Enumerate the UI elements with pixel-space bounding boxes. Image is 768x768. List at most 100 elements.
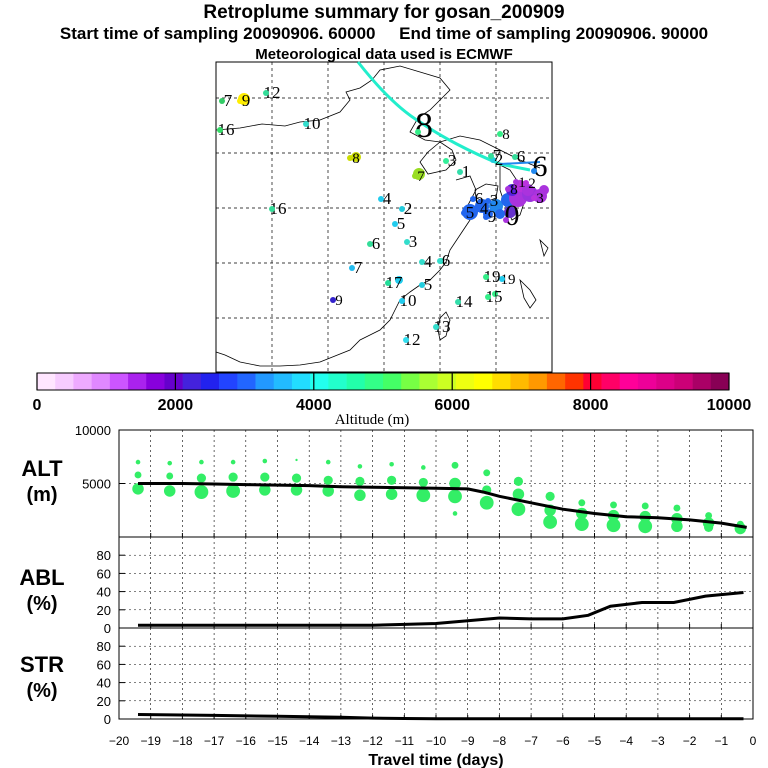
colorbar-cell [619,373,639,390]
alt-scatter-point [511,502,526,517]
y-tick-label: 20 [97,694,111,709]
map-day-label: 15 [486,287,503,306]
colorbar-tick-label: 2000 [158,397,194,414]
alt-scatter-point [260,472,270,482]
map-day-dot [385,280,391,286]
colorbar-cell [455,373,475,390]
map-cluster-dot [462,204,478,220]
x-tick-label: −7 [524,734,538,748]
map-day-dot [415,129,421,135]
map-day-label: 3 [490,191,499,210]
map-day-label: 17 [386,273,404,292]
alt-scatter-point [134,471,142,479]
map-day-dot [419,282,425,288]
x-tick-label: −4 [619,734,633,748]
map-day-label: 7 [493,146,502,165]
map-cluster-dot [351,152,361,162]
alt-scatter-point [290,484,303,496]
str-line [137,713,744,721]
chart-subtitle-times: Start time of sampling 20090906. 60000 E… [0,24,768,44]
colorbar-cell [546,373,566,390]
alt-scatter-point [704,522,714,532]
str-panel: 0 20 40 60 80 STR (%) [20,627,754,727]
trajectory-segment [499,161,541,165]
map-day-dot [483,214,489,220]
colorbar-cell [637,373,657,390]
y-tick-label: 5000 [82,477,111,492]
map-day-dot [475,206,481,212]
alt-scatter-point [452,511,458,516]
alt-scatter-point [322,485,334,497]
map-day-label: 6 [475,189,484,208]
colorbar-cell [310,373,329,390]
alt-scatter-point [291,473,302,483]
alt-scatter-point [385,488,398,500]
x-tick-label: −13 [331,734,352,748]
alt-scatter-point [167,460,173,466]
y-tick-label: 60 [97,566,111,581]
colorbar-cell [182,373,202,390]
alt-scatter-point [641,502,649,510]
map-day-label: 16 [218,120,235,139]
map-day-dot [523,180,529,186]
map-day-label: 8 [502,127,510,143]
map-day-label: 1 [518,175,526,191]
map-day-label: 4 [424,252,433,271]
colorbar-cell [656,373,675,390]
alt-scatter-point [199,459,204,465]
alt-scatter-point [483,469,491,477]
colorbar-cell [128,373,147,390]
alt-scatter-point [543,515,558,529]
map-day-label: 9 [335,293,343,309]
map-day-dot [512,154,518,160]
colorbar-cell [146,373,165,390]
map-day-label: 19 [501,272,516,288]
x-tick-label: −19 [141,734,162,748]
map-day-label: 2 [495,150,504,169]
alt-scatter-point [259,484,271,496]
map-day-label: 6 [442,251,451,270]
y-tick-label: 0 [104,621,111,636]
chart-subtitle-met: Meteorological data used is ECMWF [255,46,513,63]
map-day-dot [219,98,225,104]
map-day-label: 13 [434,317,451,336]
map-day-dot [419,259,425,265]
alt-scatter-point [387,475,397,485]
map-day-dot [403,337,409,343]
map-day-dot [349,265,355,271]
map-day-label: 4 [383,189,392,208]
x-tick-label: −10 [426,734,447,748]
map-day-label: 10 [400,291,417,310]
alt-scatter-point [323,475,333,485]
trajectory-line [356,61,531,172]
x-tick-label: −5 [588,734,602,748]
abl-yunit: (%) [26,593,57,615]
map-day-label: 6 [517,147,526,166]
map-day-dot [499,276,505,282]
map-day-dot [399,206,405,212]
map-day-dot [404,239,410,245]
colorbar-tick-label: 6000 [434,397,470,414]
x-tick-label: −12 [362,734,383,748]
x-tick-label: −11 [395,734,415,748]
alt-scatter-point [354,489,366,502]
colorbar-cells [37,373,730,390]
abl-line [138,591,744,627]
colorbar-cell [674,373,693,390]
alt-scatter-point [196,473,207,483]
map-day-label: 19 [484,267,501,286]
map-day-label: 7 [354,258,363,277]
colorbar-cell [601,373,621,390]
alt-scatter-point [355,476,365,486]
alt-scatter-point [416,488,431,503]
x-tick-label: −6 [556,734,570,748]
alt-scatter-point [638,519,653,534]
colorbar-cell [364,373,384,390]
colorbar-xlabel: Altitude (m) [335,412,410,428]
alt-scatter-point [135,459,141,465]
alt-yunit: (m) [26,484,57,506]
colorbar-cell [383,373,402,390]
colorbar-cell [510,373,529,390]
map-day-dot [303,121,309,127]
